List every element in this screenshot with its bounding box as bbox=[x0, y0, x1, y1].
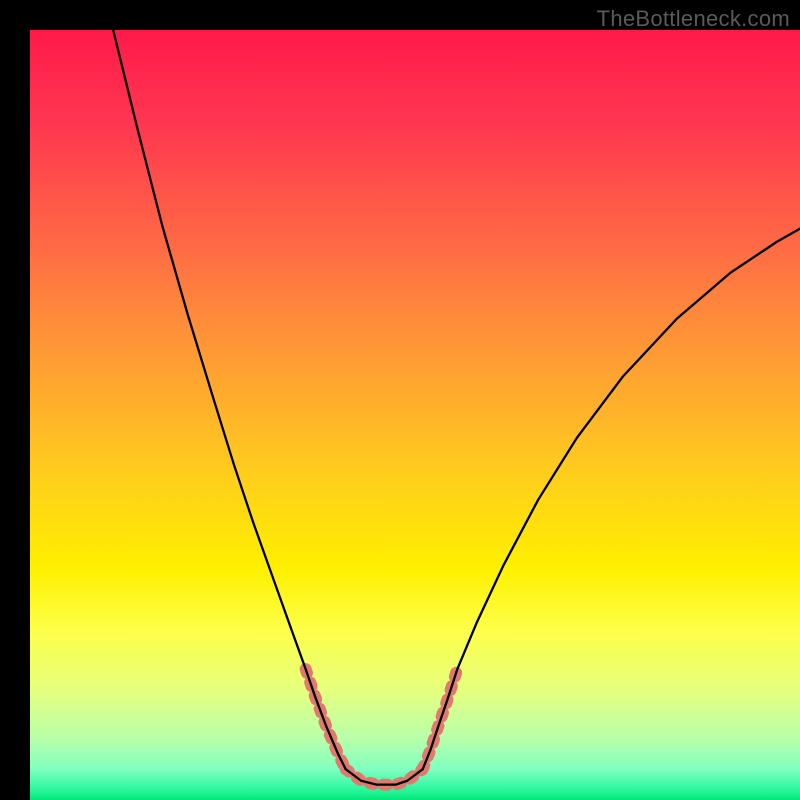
plot-area bbox=[30, 30, 800, 800]
gradient-background bbox=[30, 30, 800, 800]
watermark-text: TheBottleneck.com bbox=[597, 6, 790, 32]
